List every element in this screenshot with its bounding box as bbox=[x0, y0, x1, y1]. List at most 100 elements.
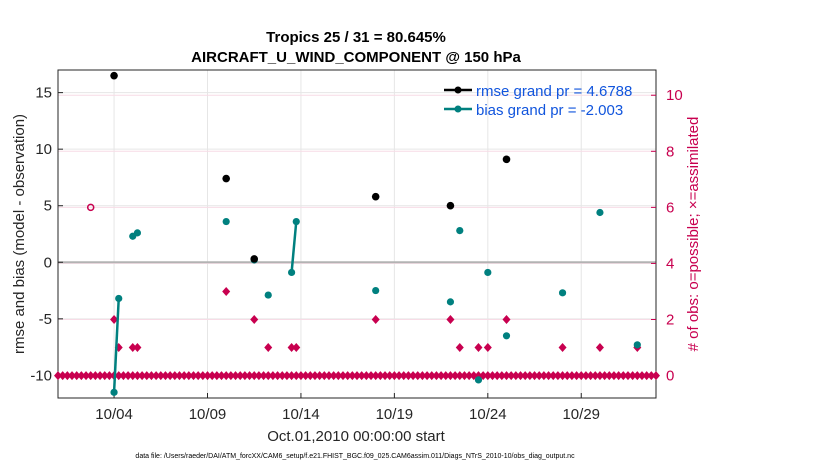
bias-point bbox=[484, 268, 492, 277]
assimilated-obs-marker bbox=[348, 371, 357, 381]
rmse-point bbox=[502, 155, 511, 164]
bias-point bbox=[222, 217, 230, 226]
assimilated-obs-marker bbox=[77, 371, 86, 381]
assimilated-obs-marker bbox=[619, 371, 628, 381]
assimilated-obs-marker bbox=[404, 371, 413, 381]
rmse-point bbox=[110, 71, 118, 80]
assimilated-obs-marker bbox=[170, 371, 179, 381]
assimilated-obs-marker bbox=[511, 371, 520, 381]
assimilated-obs-marker bbox=[133, 343, 142, 353]
bias-point bbox=[287, 268, 296, 277]
assimilated-obs-marker bbox=[110, 315, 119, 325]
assimilated-obs-marker bbox=[147, 371, 156, 381]
assimilated-obs-marker bbox=[166, 371, 175, 381]
assimilated-obs-marker bbox=[240, 371, 249, 381]
bias-point bbox=[596, 208, 604, 217]
assimilated-obs-marker bbox=[474, 343, 483, 353]
assimilated-obs-marker bbox=[306, 371, 315, 381]
assimilated-obs-marker bbox=[558, 343, 567, 353]
bias-point bbox=[372, 286, 380, 295]
assimilated-obs-marker bbox=[156, 371, 165, 381]
assimilated-obs-marker bbox=[58, 371, 67, 381]
assimilated-obs-marker bbox=[595, 371, 604, 381]
assimilated-obs-marker bbox=[600, 371, 609, 381]
right-axis-ticks: 0 2 4 6 8 10 bbox=[651, 87, 683, 385]
rmse-point bbox=[446, 201, 455, 210]
assimilated-obs-marker bbox=[292, 343, 301, 353]
assimilated-obs-marker bbox=[212, 371, 221, 381]
assimilated-obs-marker bbox=[591, 371, 600, 381]
possible-obs-marker bbox=[86, 203, 95, 212]
assimilated-obs-marker bbox=[175, 371, 184, 381]
assimilated-obs-marker bbox=[119, 371, 128, 381]
y-tick-label: -5 bbox=[39, 311, 52, 328]
legend-bias-label: bias grand pr = -2.003 bbox=[476, 102, 623, 119]
assimilated-obs-marker bbox=[287, 371, 296, 381]
assimilated-obs-marker bbox=[231, 371, 240, 381]
assimilated-obs-marker bbox=[581, 371, 590, 381]
assimilated-obs-marker bbox=[338, 371, 347, 381]
assimilated-obs-marker bbox=[441, 371, 450, 381]
assimilated-obs-marker bbox=[142, 371, 151, 381]
bias-point bbox=[115, 294, 123, 303]
legend-rmse-marker bbox=[454, 86, 462, 94]
assimilated-obs-marker bbox=[184, 371, 193, 381]
assimilated-obs-marker bbox=[530, 371, 539, 381]
assimilated-obs-marker bbox=[395, 371, 404, 381]
x-axis-ticks: 10/04 10/09 10/14 10/19 10/24 10/29 bbox=[95, 393, 600, 423]
assimilated-obs-marker bbox=[371, 371, 380, 381]
assimilated-obs-marker bbox=[497, 371, 506, 381]
chart-title-line1: Tropics 25 / 31 = 80.645% bbox=[266, 29, 446, 46]
assimilated-obs-marker bbox=[446, 315, 455, 325]
assimilated-obs-marker bbox=[315, 371, 324, 381]
bias-point bbox=[292, 217, 300, 226]
plot-area-frame bbox=[57, 69, 657, 399]
y-tick-label: 15 bbox=[35, 85, 52, 102]
assimilated-obs-marker bbox=[483, 343, 492, 353]
assimilated-obs-marker bbox=[82, 371, 91, 381]
assimilated-obs-marker bbox=[427, 371, 436, 381]
assimilated-obs-marker bbox=[465, 371, 474, 381]
assimilated-obs-marker bbox=[264, 343, 273, 353]
assimilated-obs-marker bbox=[91, 371, 100, 381]
bias-point bbox=[264, 291, 272, 299]
assimilated-obs-marker bbox=[563, 371, 572, 381]
assimilated-obs-marker bbox=[128, 371, 137, 381]
assimilated-obs-marker bbox=[516, 371, 525, 381]
assimilated-obs-marker bbox=[222, 286, 231, 296]
assimilated-obs-marker bbox=[273, 371, 282, 381]
assimilated-obs-marker bbox=[507, 371, 516, 381]
assimilated-obs-marker bbox=[86, 371, 95, 381]
y-tick-label: 0 bbox=[44, 254, 52, 271]
x-tick-label: 10/29 bbox=[562, 406, 600, 423]
assimilated-obs-marker bbox=[54, 371, 62, 381]
assimilated-obs-marker bbox=[399, 371, 408, 381]
assimilated-obs-marker bbox=[245, 371, 254, 381]
assimilated-obs-marker bbox=[455, 371, 464, 381]
right-axis-label: # of obs: o=possible; ×=assimilated bbox=[685, 117, 702, 352]
rmse-point bbox=[371, 192, 380, 201]
assimilated-obs-marker bbox=[455, 343, 464, 353]
assimilated-obs-marker bbox=[105, 371, 114, 381]
legend-bias-marker bbox=[454, 105, 462, 113]
assimilated-obs-marker bbox=[488, 371, 497, 381]
assimilated-obs-marker bbox=[423, 371, 432, 381]
assimilated-obs-marker bbox=[413, 371, 422, 381]
assimilated-obs-marker bbox=[152, 371, 161, 381]
assimilated-obs-marker bbox=[124, 371, 133, 381]
assimilated-obs-marker bbox=[553, 371, 562, 381]
x-tick-label: 10/14 bbox=[282, 406, 320, 423]
assimilated-obs-marker bbox=[329, 371, 338, 381]
right-tick-label: 10 bbox=[666, 87, 683, 104]
assimilated-obs-marker bbox=[287, 343, 296, 353]
assimilated-obs-marker bbox=[614, 371, 623, 381]
assimilated-obs-marker bbox=[226, 371, 235, 381]
bias-point bbox=[133, 229, 142, 237]
grid-lines bbox=[58, 70, 656, 398]
assimilated-obs-marker bbox=[334, 371, 343, 381]
assimilated-obs-marker bbox=[502, 315, 511, 325]
x-tick-label: 10/24 bbox=[469, 406, 507, 423]
bias-point bbox=[558, 289, 567, 297]
bias-point bbox=[502, 332, 511, 340]
